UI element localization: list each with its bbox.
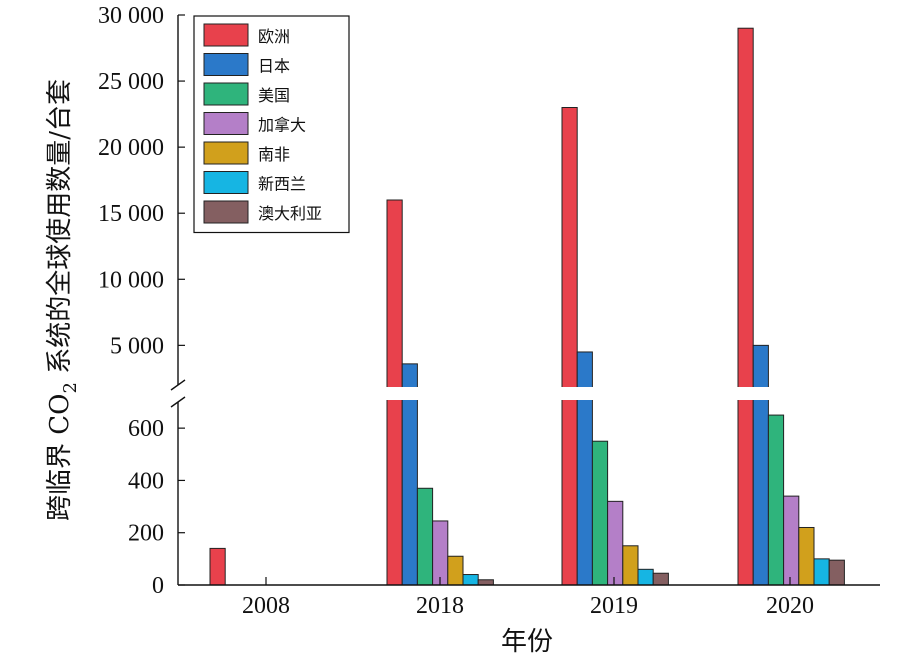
bar-6-2020 bbox=[813, 558, 830, 586]
bar-6-2019 bbox=[637, 568, 654, 586]
x-tick-label: 2018 bbox=[416, 593, 464, 619]
y-axis-title-subscript: 2 bbox=[60, 382, 81, 393]
bar-5-2018 bbox=[447, 555, 464, 586]
y-tick-label: 10 000 bbox=[98, 267, 164, 293]
y-tick-label: 20 000 bbox=[98, 135, 164, 161]
legend-label: 澳大利亚 bbox=[258, 204, 322, 223]
y-tick-label: 600 bbox=[128, 416, 164, 442]
legend-swatch bbox=[203, 82, 249, 106]
y-tick-label: 25 000 bbox=[98, 69, 164, 95]
legend-label: 加拿大 bbox=[258, 116, 306, 135]
bar-3-2018 bbox=[416, 487, 434, 586]
legend-swatch bbox=[203, 112, 249, 135]
legend-swatch bbox=[203, 23, 249, 47]
x-axis-title: 年份 bbox=[501, 627, 553, 657]
x-tick-label: 2008 bbox=[242, 593, 290, 619]
bar-1-2019 bbox=[561, 107, 578, 586]
bar-4-2018 bbox=[432, 520, 449, 586]
bar-7-2018 bbox=[477, 579, 494, 586]
y-tick-label: 0 bbox=[152, 573, 164, 599]
bar-5-2020 bbox=[798, 526, 815, 586]
bar-1-2008 bbox=[209, 547, 226, 586]
legend-swatch bbox=[203, 171, 249, 194]
bar-1-2020 bbox=[737, 27, 754, 586]
legend-label: 欧洲 bbox=[258, 27, 290, 46]
bar-4-2020 bbox=[783, 495, 800, 586]
legend-label: 美国 bbox=[258, 86, 290, 105]
axes: 5 000 10 000 15 000 20 000 25 000 30 000 0 200 4… bbox=[98, 3, 900, 619]
axis-break-mark-top bbox=[170, 379, 186, 391]
bar-3-2020 bbox=[767, 414, 785, 586]
bar-2-2020 bbox=[752, 344, 769, 586]
bar-3-2019 bbox=[591, 440, 609, 586]
legend-swatch bbox=[203, 141, 249, 165]
bar-7-2019 bbox=[652, 572, 669, 586]
y-tick-label: 5 000 bbox=[110, 333, 164, 359]
y-tick-label: 200 bbox=[128, 521, 164, 547]
axis-break-mark-bottom bbox=[170, 396, 186, 408]
bar-4-2019 bbox=[607, 500, 624, 586]
y-tick-label: 400 bbox=[128, 468, 164, 494]
legend-label: 日本 bbox=[258, 57, 290, 76]
legend-label: 新西兰 bbox=[258, 175, 306, 194]
y-tick-label: 15 000 bbox=[98, 201, 164, 227]
y-axis-title: 跨临界 CO2 系统的全球使用数量/台套 bbox=[45, 79, 81, 521]
legend-label: 南非 bbox=[258, 145, 290, 164]
bar-6-2018 bbox=[462, 574, 479, 586]
bar-7-2020 bbox=[828, 559, 845, 586]
y-tick-label: 30 000 bbox=[98, 3, 164, 29]
x-tick-label: 2019 bbox=[590, 593, 638, 619]
legend-swatch bbox=[203, 200, 249, 224]
bar-5-2019 bbox=[622, 545, 639, 586]
legend-swatch bbox=[203, 53, 249, 76]
bar-2-2019 bbox=[576, 351, 593, 586]
x-tick-label: 2020 bbox=[766, 593, 814, 619]
